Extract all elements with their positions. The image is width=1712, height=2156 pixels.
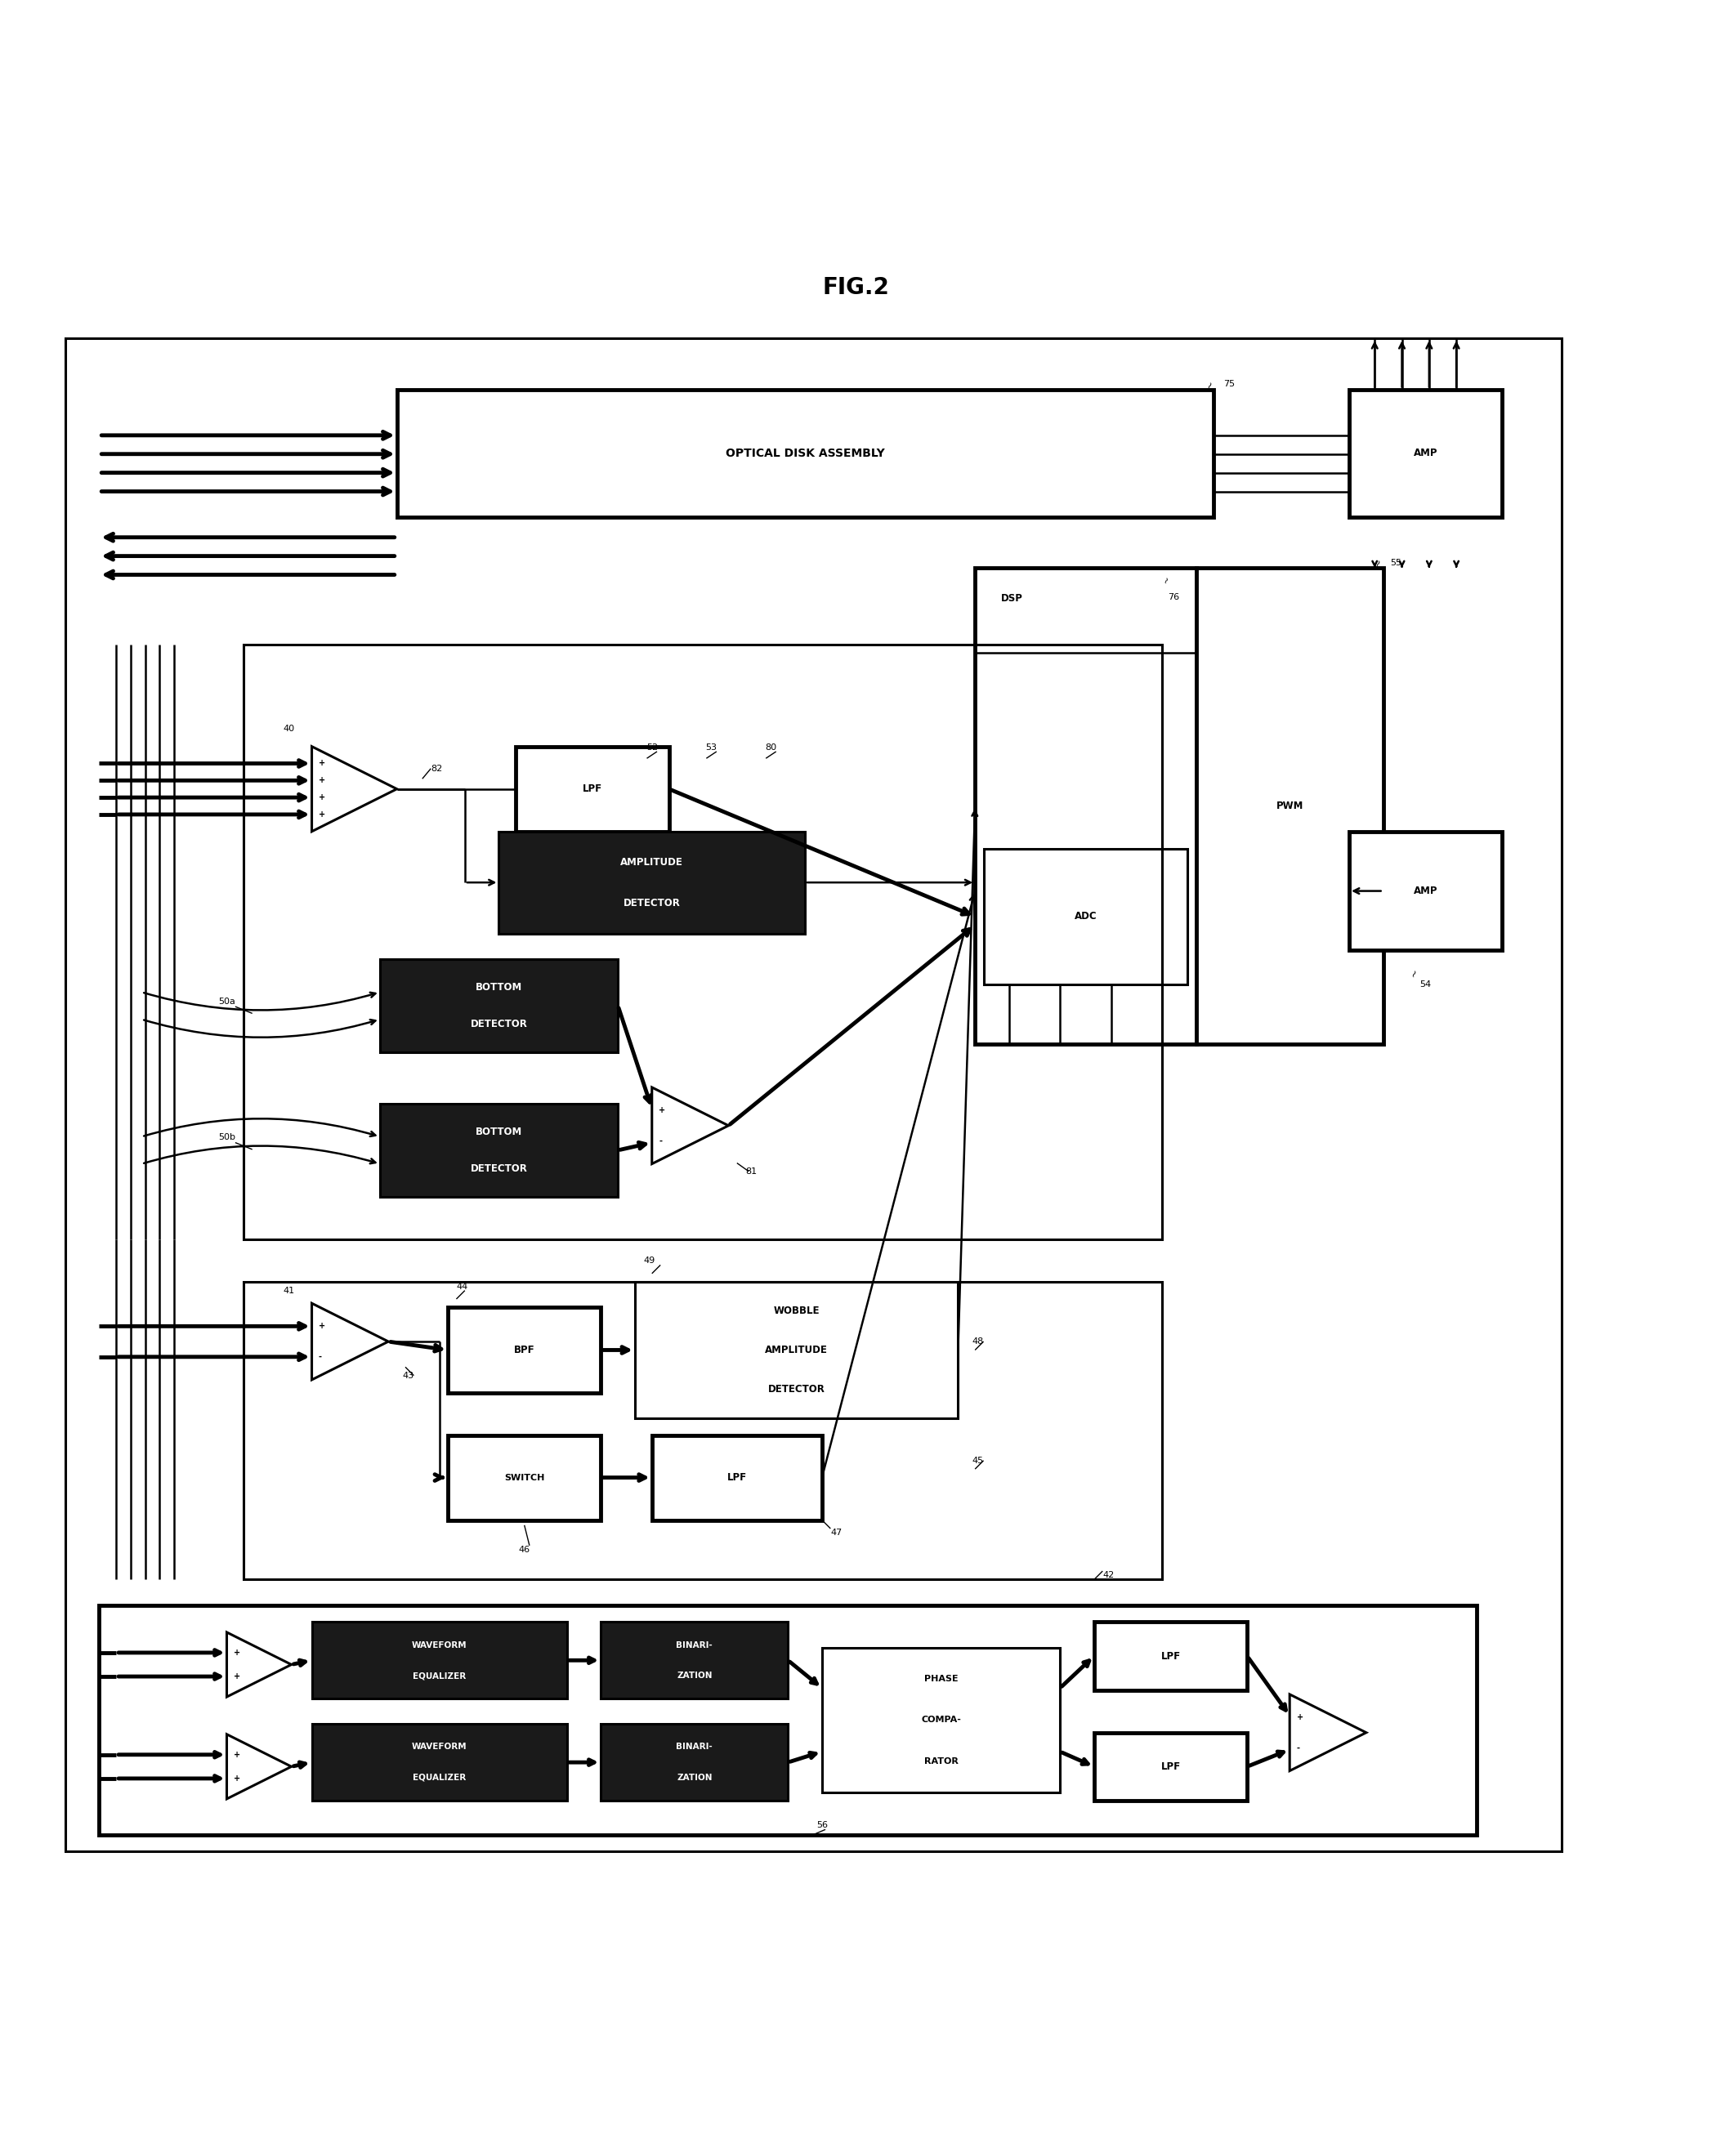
Bar	[822, 1647, 1060, 1792]
Bar	[99, 1604, 1477, 1835]
Text: ~: ~	[1371, 556, 1385, 569]
Text: -: -	[318, 1352, 322, 1360]
Text: 52: 52	[645, 744, 657, 752]
Text: +: +	[1296, 1714, 1303, 1720]
Text: AMP: AMP	[1414, 448, 1438, 459]
Text: +: +	[318, 759, 325, 768]
Text: ZATION: ZATION	[676, 1774, 712, 1781]
Text: +: +	[233, 1774, 240, 1783]
Bar	[449, 1307, 601, 1393]
Bar	[984, 849, 1188, 985]
Bar	[652, 1436, 822, 1520]
Text: 76: 76	[1168, 593, 1180, 602]
Text: +: +	[318, 776, 325, 785]
Text: LPF: LPF	[1161, 1651, 1181, 1662]
Text: OPTICAL DISK ASSEMBLY: OPTICAL DISK ASSEMBLY	[726, 448, 885, 459]
Text: AMPLITUDE: AMPLITUDE	[765, 1345, 829, 1356]
Text: 46: 46	[519, 1546, 531, 1554]
Text: WAVEFORM: WAVEFORM	[411, 1742, 467, 1751]
Text: COMPA-: COMPA-	[921, 1716, 960, 1725]
Bar	[380, 1104, 618, 1197]
Text: 47: 47	[830, 1529, 842, 1537]
Text: PWM: PWM	[1275, 800, 1303, 811]
Text: BINARI-: BINARI-	[676, 1742, 712, 1751]
Bar	[243, 1283, 1162, 1580]
Text: 56: 56	[817, 1822, 827, 1830]
Text: 50b: 50b	[217, 1134, 235, 1141]
Bar	[1094, 1733, 1246, 1800]
Text: ~: ~	[1407, 966, 1421, 979]
Bar	[601, 1725, 788, 1800]
Text: WAVEFORM: WAVEFORM	[411, 1641, 467, 1649]
Text: AMP: AMP	[1414, 886, 1438, 897]
Text: DETECTOR: DETECTOR	[471, 1020, 527, 1031]
Bar	[515, 746, 669, 832]
Bar	[380, 959, 618, 1052]
Text: 42: 42	[1103, 1572, 1115, 1578]
Bar	[601, 1621, 788, 1699]
Bar	[1349, 390, 1501, 517]
Text: SWITCH: SWITCH	[505, 1473, 544, 1481]
Text: ZATION: ZATION	[676, 1671, 712, 1680]
Bar	[1094, 1621, 1246, 1690]
Text: BPF: BPF	[514, 1345, 534, 1356]
Text: 40: 40	[282, 724, 294, 733]
Bar	[397, 390, 1214, 517]
Text: ADC: ADC	[1075, 912, 1097, 923]
Text: FIG.2: FIG.2	[822, 276, 890, 300]
Text: -: -	[659, 1136, 663, 1145]
Text: +: +	[233, 1673, 240, 1680]
Bar	[635, 1283, 959, 1419]
Bar	[65, 338, 1561, 1852]
Text: +: +	[318, 1322, 325, 1330]
Text: 45: 45	[972, 1457, 984, 1464]
Text: LPF: LPF	[582, 783, 603, 793]
Text: ~: ~	[1162, 576, 1173, 584]
Text: AMPLITUDE: AMPLITUDE	[620, 856, 683, 867]
Bar	[449, 1436, 601, 1520]
Text: LPF: LPF	[728, 1473, 746, 1483]
Text: +: +	[318, 793, 325, 802]
Text: 54: 54	[1419, 981, 1431, 990]
Bar	[1349, 832, 1501, 951]
Text: RATOR: RATOR	[924, 1757, 959, 1766]
Text: 44: 44	[457, 1283, 467, 1291]
Text: DSP: DSP	[1000, 593, 1022, 604]
Text: 43: 43	[402, 1371, 414, 1380]
Text: BOTTOM: BOTTOM	[476, 1125, 522, 1136]
Text: EQUALIZER: EQUALIZER	[413, 1774, 466, 1781]
Text: 82: 82	[431, 765, 442, 772]
Text: 41: 41	[282, 1287, 294, 1296]
Text: EQUALIZER: EQUALIZER	[413, 1671, 466, 1680]
Text: WOBBLE: WOBBLE	[774, 1307, 820, 1317]
Text: 80: 80	[765, 744, 777, 752]
Text: DETECTOR: DETECTOR	[769, 1384, 825, 1395]
Text: +: +	[233, 1649, 240, 1656]
Text: +: +	[233, 1751, 240, 1759]
Bar	[243, 645, 1162, 1240]
Text: +: +	[659, 1106, 666, 1115]
Text: LPF: LPF	[1161, 1761, 1181, 1772]
Text: +: +	[318, 811, 325, 819]
Text: PHASE: PHASE	[924, 1675, 959, 1682]
Text: BINARI-: BINARI-	[676, 1641, 712, 1649]
Bar	[312, 1621, 567, 1699]
Bar	[976, 567, 1197, 1044]
Text: 75: 75	[1224, 379, 1234, 388]
Text: BOTTOM: BOTTOM	[476, 981, 522, 992]
Text: 81: 81	[745, 1166, 757, 1175]
Text: ~: ~	[1204, 379, 1217, 390]
Text: DETECTOR: DETECTOR	[471, 1164, 527, 1175]
Text: 53: 53	[705, 744, 717, 752]
Bar	[312, 1725, 567, 1800]
Text: DETECTOR: DETECTOR	[623, 897, 680, 908]
Text: 48: 48	[972, 1337, 984, 1345]
Text: -: -	[1296, 1744, 1299, 1753]
Text: 55: 55	[1390, 558, 1402, 567]
Text: 50a: 50a	[217, 998, 235, 1005]
Bar	[1197, 567, 1383, 1044]
Bar	[498, 832, 805, 934]
Text: 49: 49	[644, 1257, 656, 1266]
